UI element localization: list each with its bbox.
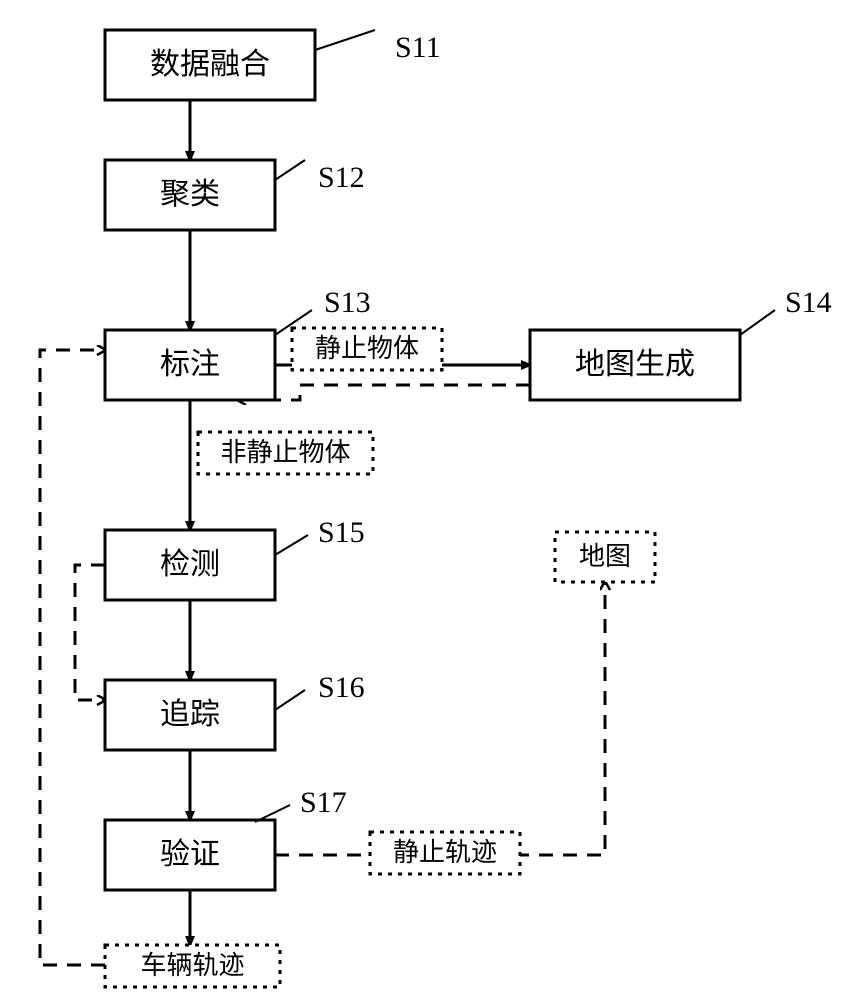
step-label-s12: S12 <box>318 161 365 194</box>
step-label-s13: S13 <box>324 286 371 319</box>
dashed-arrow-3 <box>75 565 105 700</box>
dotted-label-static_traj: 静止轨迹 <box>393 838 497 867</box>
step-label-s17: S17 <box>300 786 347 819</box>
dotted-label-nonstatic_obj: 非静止物体 <box>220 438 350 467</box>
dashed-arrow-0 <box>238 385 530 400</box>
node-label-s14: 地图生成 <box>575 348 695 381</box>
step-label-s16: S16 <box>318 671 365 704</box>
leader-s15 <box>275 535 308 555</box>
node-label-s11: 数据融合 <box>150 48 270 81</box>
node-label-s12: 聚类 <box>160 178 220 211</box>
flowchart-diagram: 静止物体非静止物体地图静止轨迹车辆轨迹 数据融合 S11 聚类 S12 标注 S13 地图生成… <box>0 0 856 1000</box>
dotted-label-map: 地图 <box>579 542 631 571</box>
leader-s12 <box>275 160 305 180</box>
node-label-s15: 检测 <box>160 548 220 581</box>
node-label-s17: 验证 <box>160 838 220 871</box>
dotted-label-static_obj: 静止物体 <box>315 334 419 363</box>
dashed-arrow-2 <box>40 350 105 965</box>
node-label-s16: 追踪 <box>160 698 220 731</box>
node-label-s13: 标注 <box>160 348 220 381</box>
leader-s11 <box>315 30 375 50</box>
step-label-s11: S11 <box>395 31 441 64</box>
step-label-s14: S14 <box>785 286 832 319</box>
leader-s14 <box>740 310 775 335</box>
leader-s16 <box>275 690 305 710</box>
step-label-s15: S15 <box>318 516 365 549</box>
dotted-label-vehicle_traj: 车辆轨迹 <box>140 951 244 980</box>
